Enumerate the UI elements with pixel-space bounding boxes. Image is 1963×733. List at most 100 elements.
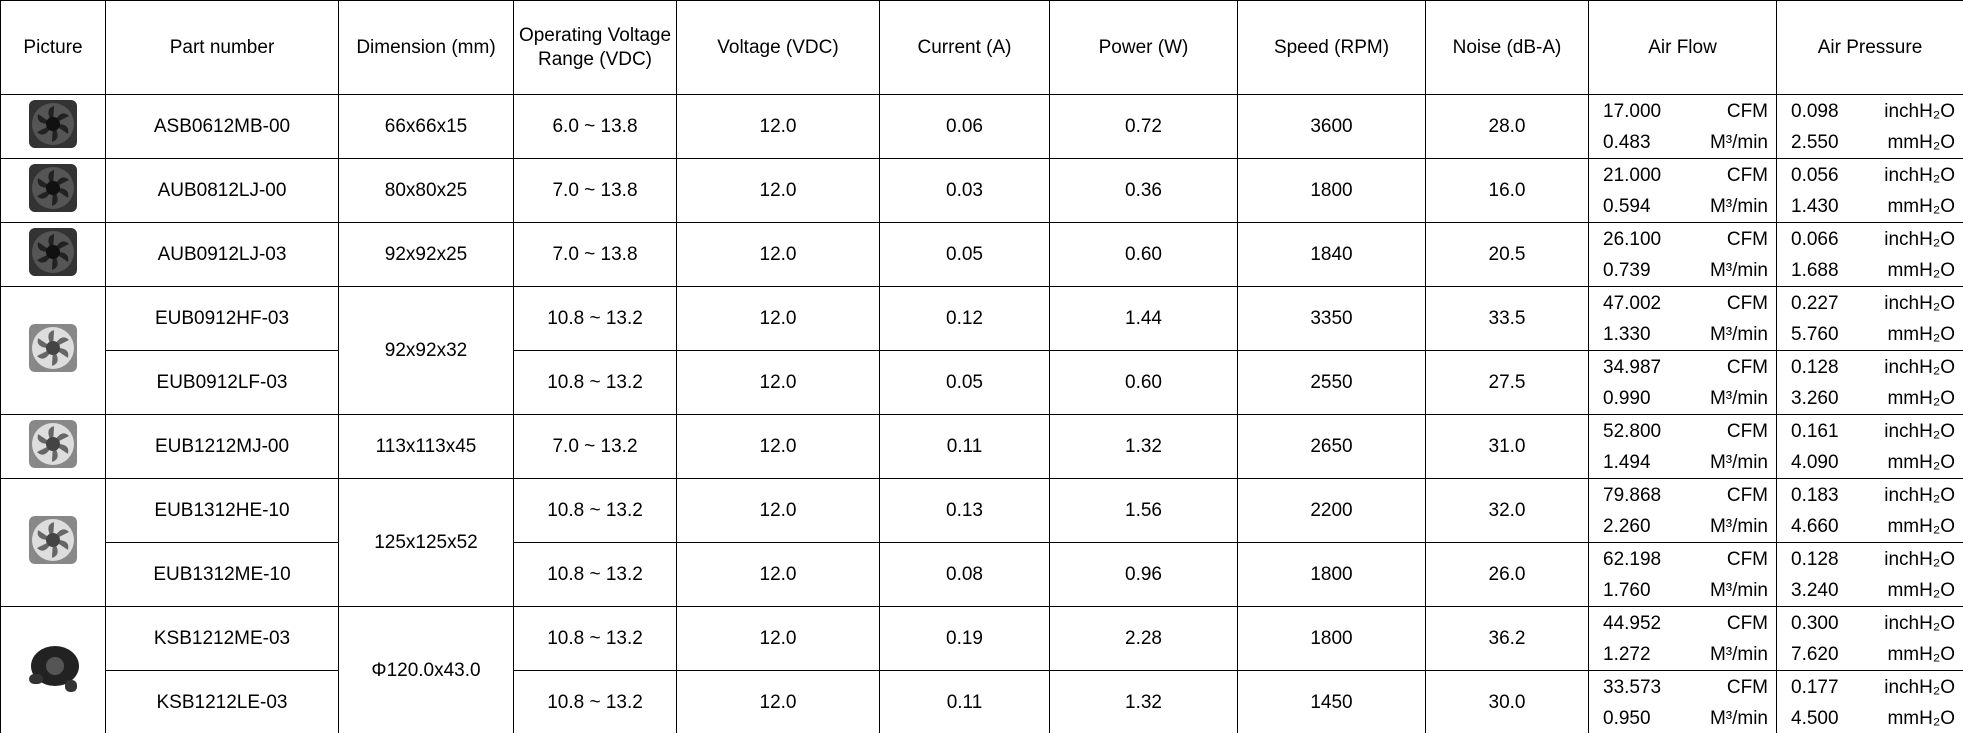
header-cell: Part number xyxy=(105,0,339,95)
air-pressure-value: 0.227 xyxy=(1791,292,1839,314)
air-flow: 26.100 CFM 0.739 M³/min xyxy=(1588,222,1777,287)
air-flow-value: 0.990 xyxy=(1603,387,1651,409)
dimension: 92x92x25 xyxy=(338,222,514,287)
air-flow-line: 34.987 CFM xyxy=(1590,352,1776,383)
header-cell: Dimension (mm) xyxy=(338,0,514,95)
air-pressure-line: 0.177 inchH₂O xyxy=(1778,672,1963,703)
air-flow-value: 0.483 xyxy=(1603,131,1651,153)
air-pressure-unit: inchH₂O xyxy=(1884,548,1955,570)
air-flow-unit: M³/min xyxy=(1709,707,1768,729)
noise: 28.0 xyxy=(1425,94,1589,159)
air-flow-line: 1.494 M³/min xyxy=(1590,447,1776,478)
air-pressure-value: 3.240 xyxy=(1791,579,1839,601)
air-flow-value: 1.494 xyxy=(1603,451,1651,473)
air-flow-value: 0.950 xyxy=(1603,707,1651,729)
air-flow-line: 1.272 M³/min xyxy=(1590,639,1776,670)
voltage-range: 6.0 ~ 13.8 xyxy=(513,94,677,159)
current: 0.11 xyxy=(879,414,1050,479)
air-pressure-unit: mmH₂O xyxy=(1887,579,1955,601)
picture-cell xyxy=(0,606,106,733)
current: 0.11 xyxy=(879,670,1050,733)
current: 0.05 xyxy=(879,222,1050,287)
noise: 16.0 xyxy=(1425,158,1589,223)
air-pressure-value: 0.056 xyxy=(1791,164,1839,186)
air-pressure-line: 0.098 inchH₂O xyxy=(1778,96,1963,127)
voltage-range: 10.8 ~ 13.2 xyxy=(513,670,677,733)
air-flow-value: 1.760 xyxy=(1603,579,1651,601)
part-number: EUB0912LF-03 xyxy=(105,350,339,415)
air-pressure-unit: inchH₂O xyxy=(1884,612,1955,634)
air-flow: 34.987 CFM 0.990 M³/min xyxy=(1588,350,1777,415)
air-pressure-unit: inchH₂O xyxy=(1884,356,1955,378)
air-flow-unit: M³/min xyxy=(1709,515,1768,537)
air-pressure-line: 4.090 mmH₂O xyxy=(1778,447,1963,478)
dimension: 125x125x52 xyxy=(338,478,514,607)
noise: 20.5 xyxy=(1425,222,1589,287)
header-cell: Voltage (VDC) xyxy=(676,0,880,95)
power: 0.96 xyxy=(1049,542,1238,607)
air-flow-line: 26.100 CFM xyxy=(1590,224,1776,255)
air-flow-line: 2.260 M³/min xyxy=(1590,511,1776,542)
noise: 27.5 xyxy=(1425,350,1589,415)
air-pressure-unit: inchH₂O xyxy=(1884,164,1955,186)
current: 0.12 xyxy=(879,286,1050,351)
air-flow-line: 1.330 M³/min xyxy=(1590,319,1776,350)
air-pressure: 0.177 inchH₂O 4.500 mmH₂O xyxy=(1776,670,1963,733)
power: 0.72 xyxy=(1049,94,1238,159)
speed: 1840 xyxy=(1237,222,1426,287)
fan-picture xyxy=(29,163,77,212)
voltage: 12.0 xyxy=(676,542,880,607)
air-flow-value: 34.987 xyxy=(1603,356,1662,378)
air-pressure: 0.161 inchH₂O 4.090 mmH₂O xyxy=(1776,414,1963,479)
air-flow-value: 52.800 xyxy=(1603,420,1662,442)
air-flow-line: 21.000 CFM xyxy=(1590,160,1776,191)
picture-cell xyxy=(0,222,106,287)
power: 1.32 xyxy=(1049,414,1238,479)
air-flow-value: 17.000 xyxy=(1603,100,1662,122)
air-flow-line: 79.868 CFM xyxy=(1590,480,1776,511)
header-cell: Noise (dB-A) xyxy=(1425,0,1589,95)
air-pressure-unit: mmH₂O xyxy=(1887,707,1955,729)
air-flow-line: 62.198 CFM xyxy=(1590,544,1776,575)
air-flow-unit: CFM xyxy=(1726,164,1768,186)
air-flow-value: 79.868 xyxy=(1603,484,1662,506)
air-pressure-value: 0.300 xyxy=(1791,612,1839,634)
air-pressure-line: 0.056 inchH₂O xyxy=(1778,160,1963,191)
air-flow-value: 1.272 xyxy=(1603,643,1651,665)
air-flow-value: 26.100 xyxy=(1603,228,1662,250)
air-pressure-value: 4.500 xyxy=(1791,707,1839,729)
noise: 33.5 xyxy=(1425,286,1589,351)
part-number: EUB1212MJ-00 xyxy=(105,414,339,479)
voltage: 12.0 xyxy=(676,158,880,223)
air-pressure-line: 3.240 mmH₂O xyxy=(1778,575,1963,606)
air-pressure-unit: mmH₂O xyxy=(1887,643,1955,665)
current: 0.06 xyxy=(879,94,1050,159)
air-flow-line: 0.739 M³/min xyxy=(1590,255,1776,286)
part-number: EUB0912HF-03 xyxy=(105,286,339,351)
air-flow: 44.952 CFM 1.272 M³/min xyxy=(1588,606,1777,671)
air-pressure-value: 2.550 xyxy=(1791,131,1839,153)
noise: 32.0 xyxy=(1425,478,1589,543)
power: 0.60 xyxy=(1049,222,1238,287)
data-row: AUB0812LJ-00 80x80x25 7.0 ~ 13.8 12.0 0.03 0.… xyxy=(0,158,1963,223)
air-pressure-line: 4.500 mmH₂O xyxy=(1778,703,1963,733)
air-pressure-line: 0.161 inchH₂O xyxy=(1778,416,1963,447)
air-flow-unit: M³/min xyxy=(1709,195,1768,217)
air-pressure-unit: mmH₂O xyxy=(1887,451,1955,473)
dimension: 92x92x32 xyxy=(338,286,514,415)
air-flow-unit: CFM xyxy=(1726,676,1768,698)
air-pressure-line: 0.300 inchH₂O xyxy=(1778,608,1963,639)
air-flow-value: 2.260 xyxy=(1603,515,1651,537)
air-pressure-unit: inchH₂O xyxy=(1884,228,1955,250)
air-pressure-value: 0.183 xyxy=(1791,484,1839,506)
power: 1.44 xyxy=(1049,286,1238,351)
noise: 31.0 xyxy=(1425,414,1589,479)
data-row: EUB0912HF-03 92x92x32 10.8 ~ 13.2 12.0 0.12 1… xyxy=(0,286,1963,415)
air-flow: 47.002 CFM 1.330 M³/min xyxy=(1588,286,1777,351)
air-pressure-value: 4.660 xyxy=(1791,515,1839,537)
fan-picture xyxy=(29,323,77,372)
air-pressure-value: 3.260 xyxy=(1791,387,1839,409)
current: 0.13 xyxy=(879,478,1050,543)
air-flow-unit: M³/min xyxy=(1709,259,1768,281)
air-pressure-unit: mmH₂O xyxy=(1887,259,1955,281)
